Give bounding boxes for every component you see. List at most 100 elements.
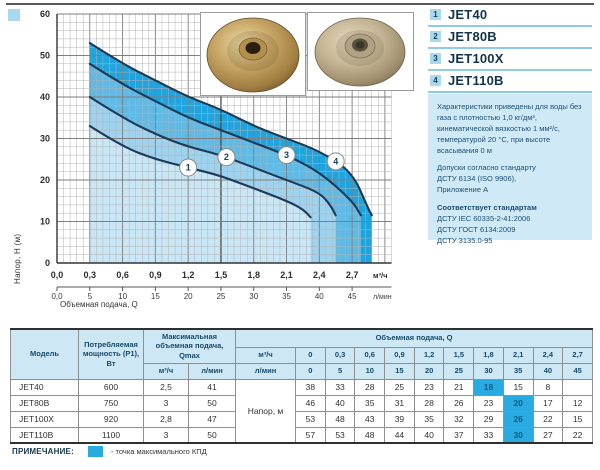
head-value-cell: 23	[413, 378, 445, 396]
curve-label-number: 4	[333, 156, 338, 166]
flow-value-lmin: 45	[562, 362, 594, 380]
flow-value-lmin: 25	[443, 362, 475, 380]
legend-item-jet80b: 2 JET80B	[428, 27, 592, 49]
flow-value-lmin: 15	[384, 362, 415, 380]
x-tick-label-m3h: 0,0	[51, 270, 64, 280]
legend-item-jet40: 1 JET40	[428, 5, 592, 27]
x-unit-lmin: л/мин	[373, 294, 392, 301]
x-tick-label-lmin: 10	[118, 292, 127, 301]
legend-number-badge: 2	[430, 31, 441, 42]
top-rule	[6, 3, 594, 5]
qmax-m3h-cell: 3	[143, 426, 189, 444]
tolerance-line: ДСТУ 6134 (ISO 9906),	[437, 174, 517, 184]
legend-model-label: JET40	[448, 7, 488, 22]
x-tick-label-lmin: 35	[282, 292, 291, 301]
head-value-cell: 26	[502, 410, 534, 428]
flow-value-m3h: 0	[295, 346, 326, 364]
flow-unit-lmin: л/мин	[235, 362, 297, 380]
characteristics-text: Характеристики приведены для воды без га…	[437, 102, 582, 155]
head-value-cell: 28	[354, 378, 386, 396]
flow-value-m3h: 2,7	[562, 346, 594, 364]
qmax-lmin-cell: 50	[187, 394, 237, 412]
x-tick-label-lmin: 0,0	[51, 292, 63, 301]
curve-JET100X	[88, 62, 362, 217]
y-tick-label: 30	[40, 134, 50, 144]
head-value-cell: 53	[295, 410, 326, 428]
curve-JET110B	[88, 41, 373, 217]
power-cell: 750	[78, 394, 144, 412]
head-value-cell: 31	[384, 394, 415, 412]
head-value-cell	[562, 378, 594, 396]
curve-label-number: 2	[224, 152, 229, 162]
head-value-cell: 22	[532, 410, 564, 428]
qmax-lmin-cell: 41	[187, 378, 237, 396]
head-value-cell: 18	[473, 378, 504, 396]
x-tick-label-m3h: 0,6	[116, 270, 129, 280]
head-value-cell: 35	[354, 394, 386, 412]
table-row-JET100X: JET100X 920 2,8 47 53 48 43 39 35 32 29 26 22 15	[10, 410, 594, 428]
qmax-unit-lmin: л/мин	[187, 362, 237, 380]
y-tick-label: 40	[40, 92, 50, 102]
curve-label-circle-1	[179, 158, 198, 177]
head-value-cell: 32	[443, 410, 475, 428]
performance-table: Модель Потребляемая мощность (P1), Вт Ма…	[10, 328, 594, 444]
x-tick-label-lmin: 20	[184, 292, 193, 301]
x-tick-label-lmin: 45	[348, 292, 357, 301]
head-value-cell: 21	[443, 378, 475, 396]
x-tick-label-m3h: 2,4	[313, 270, 326, 280]
col-header-model: Модель	[10, 328, 79, 380]
standard-line: ДСТУ 3135.0-95	[437, 235, 493, 245]
legend-item-jet100x: 3 JET100X	[428, 49, 592, 71]
flow-value-m3h: 2,4	[532, 346, 564, 364]
x-tick-label-m3h: 1,8	[247, 270, 260, 280]
head-value-cell: 27	[532, 426, 564, 444]
model-cell: JET80B	[10, 394, 79, 412]
x-tick-label-m3h: 0,9	[149, 270, 162, 280]
curve-label-circle-2	[217, 148, 236, 167]
info-box: Характеристики приведены для воды без га…	[428, 94, 592, 245]
max-efficiency-marker	[87, 446, 103, 457]
power-cell: 920	[78, 410, 144, 428]
x-tick-label-m3h: 2,7	[346, 270, 359, 280]
head-value-cell: 25	[384, 378, 415, 396]
head-value-cell: 39	[384, 410, 415, 428]
y-tick-label: 20	[40, 175, 50, 185]
flow-value-m3h: 1,8	[473, 346, 504, 364]
head-value-cell: 48	[324, 410, 356, 428]
head-value-cell: 37	[443, 426, 475, 444]
x-axis-title: Объемная подача, Q	[60, 300, 138, 309]
curve-JET40	[88, 124, 312, 219]
table-row-JET40: JET40 600 2,5 41 Напор, м 38 33 28 25 23 21 18 15 8	[10, 378, 594, 444]
head-value-cell: 8	[532, 378, 564, 396]
qmax-m3h-cell: 3	[143, 394, 189, 412]
qmax-m3h-cell: 2,8	[143, 410, 189, 428]
head-value-cell: 33	[473, 426, 504, 444]
head-value-cell: 20	[502, 394, 534, 412]
head-value-cell: 29	[473, 410, 504, 428]
tolerance-line: Приложение А	[437, 185, 489, 195]
head-value-cell: 30	[502, 426, 534, 444]
head-value-cell: 40	[413, 426, 445, 444]
table-row-JET80B: JET80B 750 3 50 46 40 35 31 28 26 23 20 17 12	[10, 394, 594, 412]
note-label: ПРИМЕЧАНИЕ:	[12, 447, 74, 456]
model-cell: JET100X	[10, 410, 79, 428]
qmax-lmin-cell: 50	[187, 426, 237, 444]
x-tick-label-m3h: 1,2	[182, 270, 195, 280]
head-value-cell: 57	[295, 426, 326, 444]
model-cell: JET40	[10, 378, 79, 396]
flow-value-lmin: 35	[502, 362, 534, 380]
standards-text: Соответствует стандартам ДСТУ IEC 60335-…	[437, 203, 583, 247]
x-tick-label-lmin: 15	[151, 292, 160, 301]
head-value-cell: 40	[324, 394, 356, 412]
x-tick-label-lmin: 5	[88, 292, 93, 301]
y-axis-title: Напор, Н (м)	[13, 233, 22, 284]
col-header-power: Потребляемая мощность (P1), Вт	[78, 328, 144, 380]
model-legend: 1 JET40 2 JET80B 3 JET100X 4 JET110B	[428, 5, 592, 93]
legend-number-badge: 4	[430, 75, 441, 86]
note-row: ПРИМЕЧАНИЕ: - точка максимального КПД	[12, 446, 207, 457]
head-value-cell: 35	[413, 410, 445, 428]
y-tick-label: 60	[40, 9, 50, 19]
legend-model-label: JET100X	[448, 51, 504, 66]
